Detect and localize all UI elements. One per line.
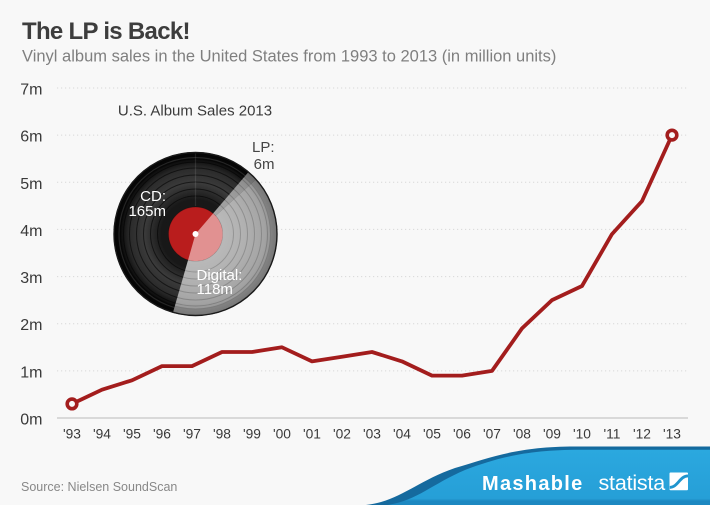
svg-text:2m: 2m (20, 317, 42, 334)
svg-text:'94: '94 (93, 427, 111, 442)
svg-text:165m: 165m (128, 203, 166, 220)
svg-text:statista: statista (599, 471, 666, 495)
svg-text:1m: 1m (20, 364, 42, 381)
svg-text:6m: 6m (20, 129, 42, 146)
svg-text:'00: '00 (273, 427, 291, 442)
svg-text:Mashable: Mashable (482, 473, 584, 495)
svg-text:'10: '10 (573, 427, 591, 442)
svg-text:'02: '02 (333, 427, 351, 442)
svg-text:'08: '08 (513, 427, 531, 442)
svg-text:'05: '05 (423, 427, 441, 442)
svg-text:'98: '98 (213, 427, 231, 442)
svg-text:'04: '04 (393, 427, 411, 442)
svg-text:'11: '11 (604, 427, 621, 442)
svg-text:Vinyl album sales in the Unite: Vinyl album sales in the United States f… (22, 48, 556, 66)
svg-text:'95: '95 (123, 427, 141, 442)
svg-text:0m: 0m (20, 412, 42, 429)
svg-text:'99: '99 (243, 427, 261, 442)
svg-text:'09: '09 (543, 427, 561, 442)
svg-text:'12: '12 (633, 427, 651, 442)
svg-text:5m: 5m (20, 176, 42, 193)
svg-text:'01: '01 (303, 427, 321, 442)
svg-text:'93: '93 (63, 427, 81, 442)
svg-text:Digital:: Digital: (197, 267, 243, 284)
svg-text:'07: '07 (483, 427, 501, 442)
svg-text:7m: 7m (20, 82, 42, 99)
svg-text:'06: '06 (453, 427, 471, 442)
svg-text:3m: 3m (20, 270, 42, 287)
svg-text:U.S. Album Sales 2013: U.S. Album Sales 2013 (118, 103, 272, 120)
svg-text:'03: '03 (363, 427, 381, 442)
svg-text:The LP is Back!: The LP is Back! (22, 18, 190, 45)
svg-text:4m: 4m (20, 223, 42, 240)
svg-text:118m: 118m (197, 281, 233, 298)
svg-text:'96: '96 (153, 427, 171, 442)
svg-text:'97: '97 (183, 427, 201, 442)
svg-text:6m: 6m (254, 156, 275, 173)
svg-text:'13: '13 (663, 427, 681, 442)
svg-text:Source: Nielsen SoundScan: Source: Nielsen SoundScan (21, 480, 177, 494)
svg-text:LP:: LP: (252, 139, 275, 156)
svg-text:CD:: CD: (140, 188, 166, 205)
